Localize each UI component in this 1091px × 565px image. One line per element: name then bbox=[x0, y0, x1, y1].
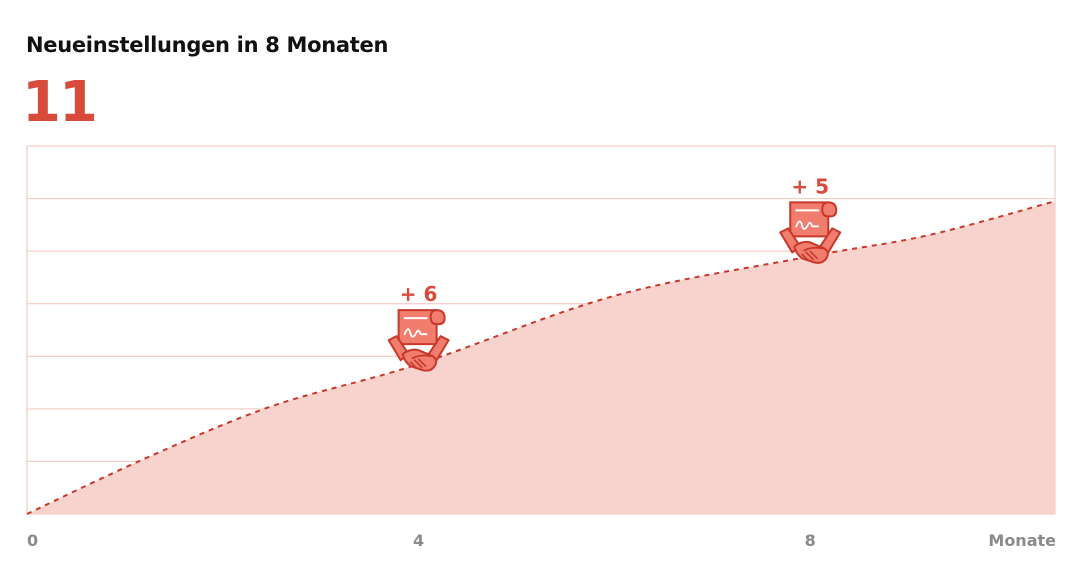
annotation-label: + 5 bbox=[791, 174, 829, 198]
annotation-2: + 5 bbox=[779, 174, 842, 264]
annotation-label: + 6 bbox=[400, 282, 438, 306]
area-fill bbox=[27, 201, 1055, 514]
x-axis-label: Monate bbox=[988, 531, 1056, 550]
x-tick-label: 8 bbox=[805, 531, 816, 550]
x-tick-label: 4 bbox=[413, 531, 424, 550]
chart-title: Neueinstellungen in 8 Monaten bbox=[26, 33, 389, 57]
annotation-1: + 6 bbox=[387, 282, 450, 372]
series-line bbox=[26, 200, 1056, 515]
kpi-total-value: 11 bbox=[22, 70, 98, 135]
x-tick-label: 0 bbox=[27, 531, 38, 550]
